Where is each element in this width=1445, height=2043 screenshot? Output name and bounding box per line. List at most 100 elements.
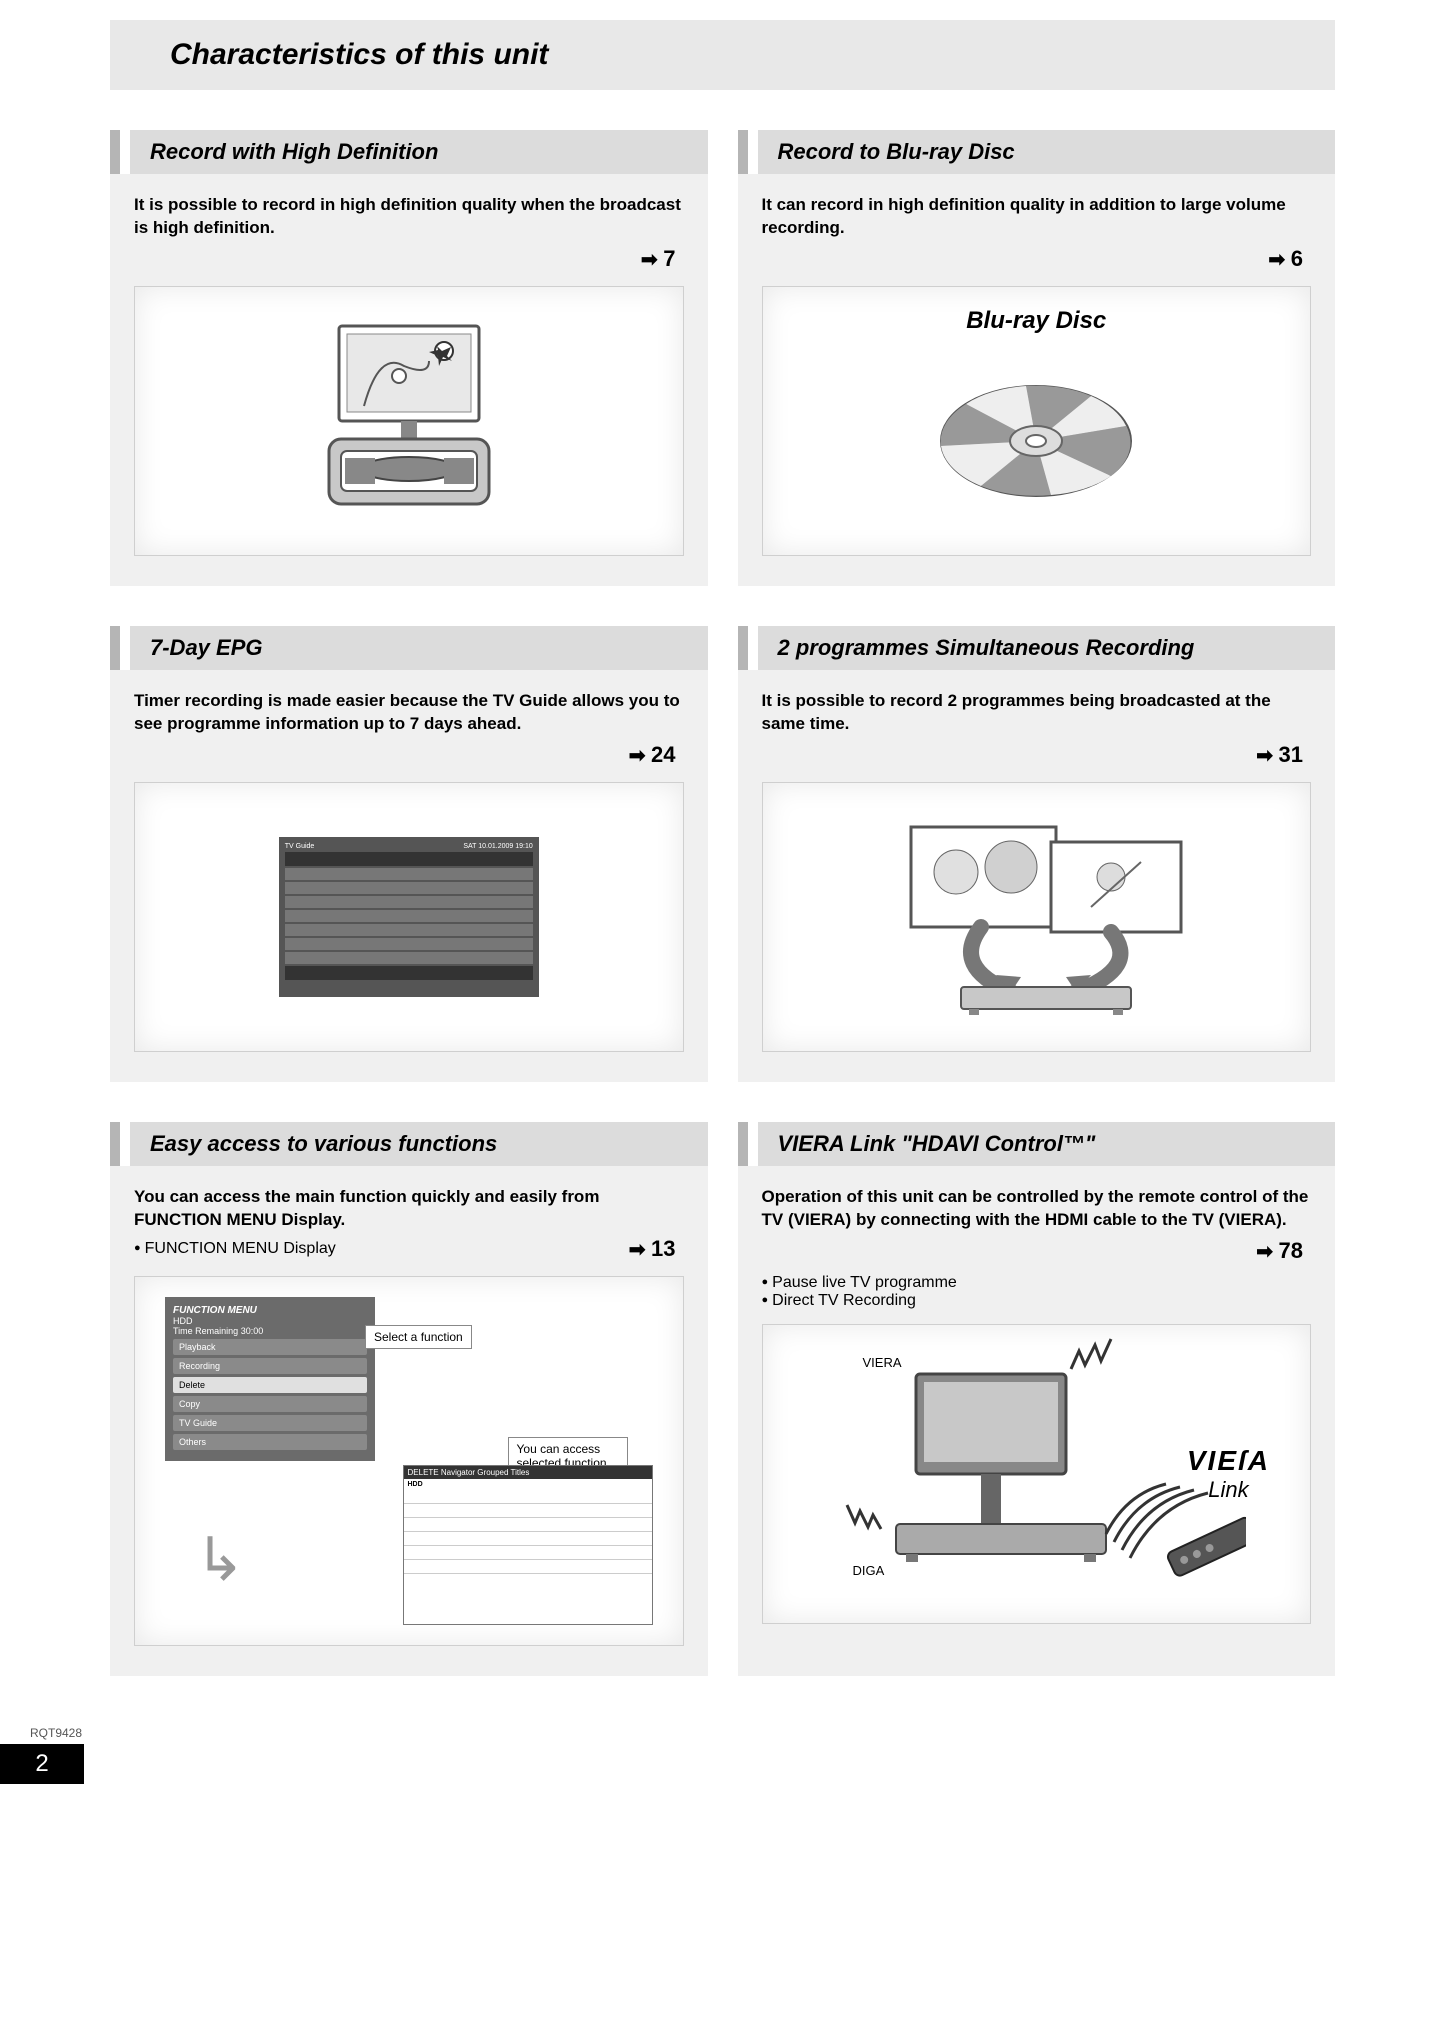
disc-label: Blu-ray Disc: [966, 307, 1106, 335]
epg-title: TV Guide: [285, 843, 315, 850]
card-record-bluray: Record to Blu-ray Disc It can record in …: [738, 130, 1336, 586]
epg-screenshot-mock: TV Guide SAT 10.01.2009 19:10: [279, 837, 539, 997]
tv-recorder-icon: [289, 316, 529, 526]
header-bar-dark: [738, 626, 748, 670]
page-footer: RQT9428 2: [0, 1726, 1445, 1784]
bullet-pause-live: Pause live TV programme: [762, 1274, 1312, 1292]
header-bar-dark: [738, 1122, 748, 1166]
card-header: 7-Day EPG: [110, 626, 708, 670]
illustration-bluray-disc: Blu-ray Disc: [762, 286, 1312, 556]
header-bar-light: [120, 1122, 130, 1166]
card-body: It is possible to record in high definit…: [110, 174, 708, 272]
epg-date: SAT 10.01.2009 19:10: [463, 843, 532, 850]
label-diga: DIGA: [853, 1563, 885, 1578]
nav-hdd: HDD: [404, 1479, 652, 1490]
viera-logo-word: VIEſA: [1187, 1445, 1270, 1477]
func-menu-time: Time Remaining 30:00: [173, 1326, 367, 1336]
func-item-recording: Recording: [173, 1358, 367, 1374]
card-desc: It can record in high definition quality…: [762, 194, 1312, 240]
epg-row: [285, 896, 533, 908]
header-bar-dark: [110, 1122, 120, 1166]
card-title: 7-Day EPG: [150, 635, 263, 661]
header-bar-light: [748, 1122, 758, 1166]
header-bar-light: [748, 130, 758, 174]
card-title: Record to Blu-ray Disc: [778, 139, 1015, 165]
header-bar-light: [748, 626, 758, 670]
page-title-bar: Characteristics of this unit: [110, 20, 1335, 90]
func-item-delete: Delete: [173, 1377, 367, 1393]
delete-navigator-mock: DELETE Navigator Grouped Titles HDD: [403, 1465, 653, 1625]
illustration-epg: TV Guide SAT 10.01.2009 19:10: [134, 782, 684, 1052]
card-desc: It is possible to record 2 programmes be…: [762, 690, 1312, 736]
illustration-viera-link: VIERA DIGA VIEſA Link: [762, 1324, 1312, 1624]
nav-title: DELETE Navigator Grouped Titles: [404, 1466, 652, 1479]
card-desc: You can access the main function quickly…: [134, 1186, 684, 1232]
epg-row: [285, 938, 533, 950]
callout-select-function: Select a function: [365, 1325, 472, 1349]
viera-link-icon: [826, 1334, 1246, 1614]
epg-row: [285, 910, 533, 922]
card-title: Easy access to various functions: [150, 1131, 497, 1157]
header-bar-light: [120, 130, 130, 174]
page-ref: 13: [629, 1236, 684, 1262]
card-body: It is possible to record 2 programmes be…: [738, 670, 1336, 768]
disc-icon: [926, 361, 1146, 521]
illustration-tv-recorder: [134, 286, 684, 556]
header-bar-light: [120, 626, 130, 670]
bullet-function-menu: FUNCTION MENU Display: [134, 1240, 336, 1258]
bullet-list: Pause live TV programme Direct TV Record…: [762, 1274, 1312, 1310]
illustration-two-programmes: [762, 782, 1312, 1052]
page-number: 2: [0, 1744, 84, 1784]
header-bar-dark: [110, 130, 120, 174]
page-ref: 78: [762, 1238, 1312, 1264]
card-desc: Operation of this unit can be controlled…: [762, 1186, 1312, 1232]
nav-row: [404, 1518, 652, 1532]
card-desc: Timer recording is made easier because t…: [134, 690, 684, 736]
epg-row: [285, 924, 533, 936]
page-ref: 31: [762, 742, 1312, 768]
card-body: It can record in high definition quality…: [738, 174, 1336, 272]
card-title: 2 programmes Simultaneous Recording: [778, 635, 1195, 661]
bullet-direct-rec: Direct TV Recording: [762, 1292, 1312, 1310]
func-item-others: Others: [173, 1434, 367, 1450]
card-easy-access: Easy access to various functions You can…: [110, 1122, 708, 1676]
content-grid: Record with High Definition It is possib…: [110, 130, 1335, 1676]
page-ref: 7: [134, 246, 684, 272]
card-title: Record with High Definition: [150, 139, 438, 165]
card-body: Operation of this unit can be controlled…: [738, 1166, 1336, 1310]
epg-row: [285, 952, 533, 964]
card-header: Easy access to various functions: [110, 1122, 708, 1166]
nav-row: [404, 1546, 652, 1560]
card-epg: 7-Day EPG Timer recording is made easier…: [110, 626, 708, 1082]
label-viera: VIERA: [863, 1355, 902, 1370]
card-header: 2 programmes Simultaneous Recording: [738, 626, 1336, 670]
document-number: RQT9428: [30, 1726, 1445, 1740]
header-bar-dark: [738, 130, 748, 174]
func-item-playback: Playback: [173, 1339, 367, 1355]
func-item-tvguide: TV Guide: [173, 1415, 367, 1431]
card-desc: It is possible to record in high definit…: [134, 194, 684, 240]
epg-row: [285, 882, 533, 894]
page-title: Characteristics of this unit: [170, 38, 1275, 72]
card-record-hd: Record with High Definition It is possib…: [110, 130, 708, 586]
func-menu-title: FUNCTION MENU: [173, 1305, 367, 1316]
card-header: Record with High Definition: [110, 130, 708, 174]
arrow-icon: ↳: [195, 1525, 245, 1595]
func-item-copy: Copy: [173, 1396, 367, 1412]
epg-row: [285, 868, 533, 880]
viera-logo-link: Link: [1187, 1477, 1270, 1503]
function-menu-mock: FUNCTION MENU HDD Time Remaining 30:00 P…: [165, 1297, 375, 1461]
card-title: VIERA Link "HDAVI Control™": [778, 1131, 1096, 1157]
nav-row: [404, 1560, 652, 1574]
nav-row: [404, 1490, 652, 1504]
header-bar-dark: [110, 626, 120, 670]
card-viera-link: VIERA Link "HDAVI Control™" Operation of…: [738, 1122, 1336, 1676]
card-body: You can access the main function quickly…: [110, 1166, 708, 1262]
page-ref: 6: [762, 246, 1312, 272]
card-header: VIERA Link "HDAVI Control™": [738, 1122, 1336, 1166]
two-screens-icon: [861, 807, 1211, 1027]
nav-row: [404, 1504, 652, 1518]
func-menu-hdd: HDD: [173, 1316, 367, 1326]
card-simultaneous: 2 programmes Simultaneous Recording It i…: [738, 626, 1336, 1082]
card-body: Timer recording is made easier because t…: [110, 670, 708, 768]
